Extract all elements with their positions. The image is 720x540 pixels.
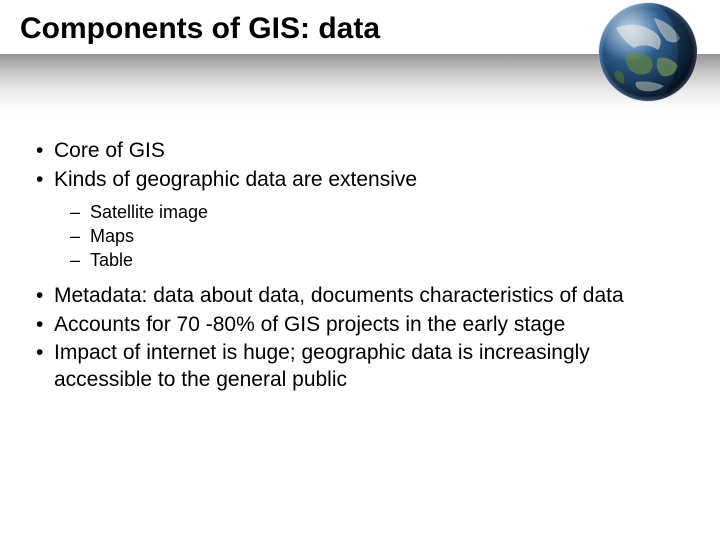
bullet-core-gis: Core of GIS bbox=[32, 138, 692, 165]
sub-bullet-table: Table bbox=[32, 248, 692, 272]
sub-bullet-satellite: Satellite image bbox=[32, 200, 692, 224]
sub-bullet-maps: Maps bbox=[32, 224, 692, 248]
bullet-metadata: Metadata: data about data, documents cha… bbox=[32, 283, 692, 310]
bullet-accounts: Accounts for 70 -80% of GIS projects in … bbox=[32, 312, 692, 339]
earth-globe-icon bbox=[596, 0, 700, 104]
sub-bullets-group: Satellite image Maps Table bbox=[32, 200, 692, 273]
slide-container: Components of GIS: data bbox=[0, 0, 720, 540]
bullet-internet: Impact of internet is huge; geographic d… bbox=[32, 340, 692, 394]
content-area: Core of GIS Kinds of geographic data are… bbox=[20, 138, 700, 394]
bullet-kinds-data: Kinds of geographic data are extensive bbox=[32, 167, 692, 194]
